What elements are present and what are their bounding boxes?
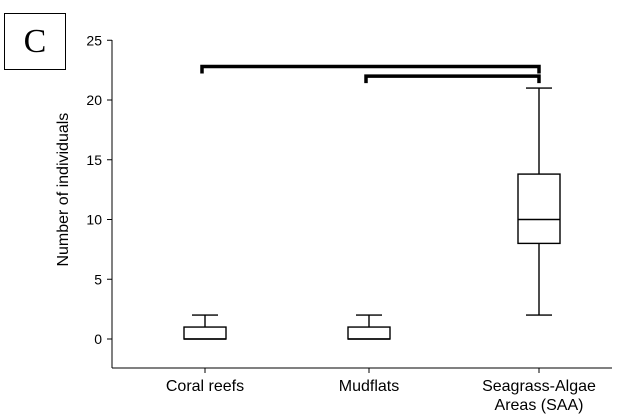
x-category-label: Coral reefs: [166, 378, 244, 395]
panel-label: C: [23, 22, 47, 60]
significance-brackets: [200, 64, 541, 84]
y-tick-label: 0: [94, 331, 102, 347]
iqr-box: [183, 326, 227, 340]
significance-bracket-2: [364, 74, 541, 84]
box-3: [517, 87, 561, 316]
x-category-label: Mudflats: [339, 378, 399, 395]
y-tick-label: 15: [86, 152, 102, 168]
y-tick-label: 25: [86, 32, 102, 48]
box-series: [183, 87, 561, 340]
iqr-box: [517, 173, 561, 245]
box-2: [347, 314, 391, 340]
significance-bracket-1: [200, 64, 541, 74]
y-axis-ticks: 0 5 10 15 20 25: [86, 32, 112, 347]
panel-label-box: C: [4, 13, 66, 70]
axes: [111, 40, 612, 369]
x-category-label: Seagrass-Algae Areas (SAA): [482, 378, 596, 414]
y-tick-label: 5: [94, 271, 102, 287]
y-axis-title: Number of individuals: [55, 113, 72, 267]
y-tick-label: 20: [86, 92, 102, 108]
y-tick-label: 10: [86, 212, 102, 228]
x-axis-category-labels: Coral reefs Mudflats Seagrass-Algae Areas (…: [166, 368, 596, 414]
iqr-box: [347, 326, 391, 340]
box-1: [183, 314, 227, 340]
